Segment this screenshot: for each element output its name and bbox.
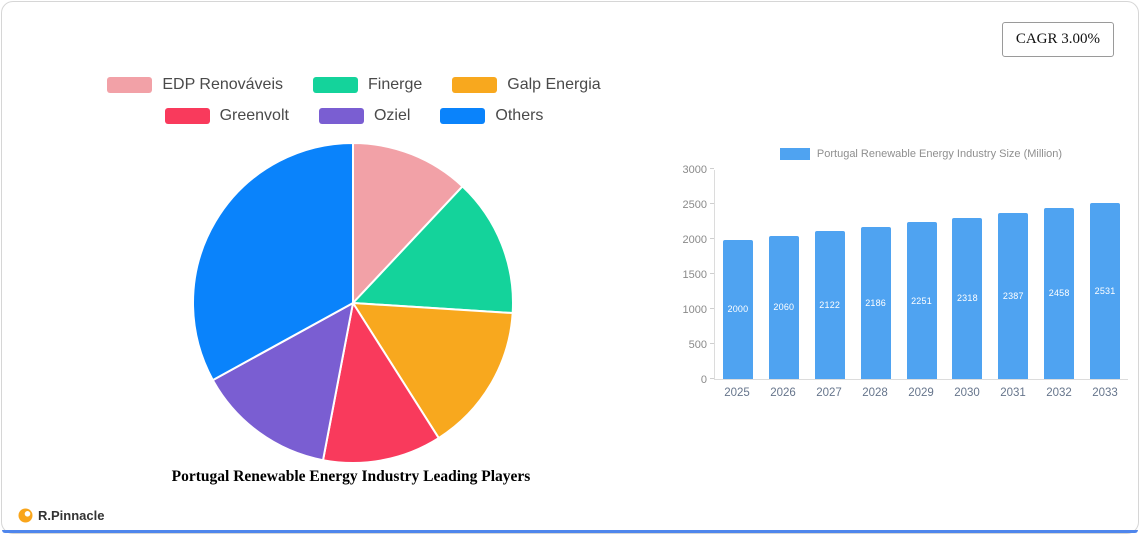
bar-value-label-2033: 2531	[1094, 285, 1116, 296]
bar-value-label-2031: 2387	[1002, 290, 1024, 301]
bar-plot-area: 0 500 1000 1500 2000 2500 3000 2000 2060 2122 2186…	[683, 164, 1128, 386]
pie-slice-finerge[interactable]	[350, 184, 514, 315]
y-axis-tick	[710, 238, 714, 239]
y-axis-label-1000: 1000	[682, 303, 707, 316]
legend-swatch-others	[440, 108, 486, 124]
bar-2028[interactable]: 2186	[860, 226, 891, 379]
cagr-badge: CAGR 3.00%	[1001, 22, 1114, 57]
y-axis-label-3000: 3000	[682, 163, 707, 176]
bar-slot-2027: 2122	[807, 170, 853, 379]
bar-value-label-2027: 2122	[819, 300, 841, 311]
bar-2032[interactable]: 2458	[1044, 207, 1075, 379]
y-axis-tick	[710, 343, 714, 344]
pie-legend: EDP Renováveis Finerge Galp Energia Greenvo…	[94, 76, 614, 138]
pie-legend-item-edp-renovaveis[interactable]: EDP Renováveis	[107, 76, 283, 94]
bar-2033[interactable]: 2531	[1090, 202, 1121, 379]
bar-2027[interactable]: 2122	[814, 231, 845, 379]
y-axis-tick	[710, 308, 714, 309]
x-axis-label-2029: 2029	[908, 387, 934, 399]
y-axis-tick	[710, 168, 714, 169]
pie-legend-item-others[interactable]: Others	[440, 107, 543, 125]
bar-slot-2031: 2387	[990, 170, 1036, 379]
pie-legend-item-greenvolt[interactable]: Greenvolt	[164, 107, 289, 125]
pie-chart	[192, 141, 514, 465]
bar-value-label-2030: 2318	[956, 293, 978, 304]
x-axis-label-2025: 2025	[724, 387, 750, 399]
y-axis-label-1500: 1500	[682, 268, 707, 281]
bar-value-label-2025: 2000	[727, 304, 749, 315]
legend-swatch-greenvolt	[164, 108, 210, 124]
legend-swatch-oziel	[318, 108, 364, 124]
y-axis-label-2500: 2500	[682, 198, 707, 211]
bar-slot-2033: 2531	[1082, 170, 1128, 379]
bar-value-label-2029: 2251	[911, 295, 932, 306]
y-axis-tick	[710, 273, 714, 274]
bar-legend-swatch	[779, 148, 810, 160]
bar-2029[interactable]: 2251	[906, 222, 937, 379]
pie-legend-item-finerge[interactable]: Finerge	[313, 76, 422, 94]
legend-swatch-finerge	[313, 77, 358, 93]
y-axis-tick	[710, 378, 714, 379]
bar-legend-label: Portugal Renewable Energy Industry Size …	[816, 148, 1063, 160]
legend-label: Galp Energia	[507, 76, 601, 93]
x-axis-label-2032: 2032	[1046, 387, 1072, 399]
legend-swatch-galp-energia	[452, 77, 498, 93]
pie-legend-item-oziel[interactable]: Oziel	[318, 107, 411, 125]
bar-value-label-2026: 2060	[773, 302, 795, 313]
pie-legend-row: Greenvolt Oziel Others	[94, 107, 614, 125]
bar-slot-2029: 2251	[899, 170, 945, 379]
bar-legend-item[interactable]: Portugal Renewable Energy Industry Size …	[714, 148, 1128, 160]
pie-slice-edp-renovaveis[interactable]	[352, 141, 464, 306]
y-axis-label-500: 500	[688, 338, 707, 351]
legend-label: Oziel	[373, 107, 411, 124]
pie-slice-galp-energia[interactable]	[351, 301, 514, 440]
pie-chart-title: Portugal Renewable Energy Industry Leadi…	[171, 468, 531, 485]
bar-slot-2028: 2186	[853, 170, 899, 379]
card-bottom-accent	[2, 530, 1138, 533]
x-axis-label-2031: 2031	[1000, 387, 1026, 399]
bar-2030[interactable]: 2318	[952, 217, 983, 379]
y-axis-label-0: 0	[700, 373, 707, 386]
pie-slice-oziel[interactable]	[211, 301, 355, 462]
brand-icon	[18, 508, 33, 523]
x-axis-label-2028: 2028	[862, 387, 888, 399]
brand-name: R.Pinnacle	[38, 508, 105, 523]
bar-2026[interactable]: 2060	[768, 235, 799, 379]
bar-slot-2032: 2458	[1036, 170, 1082, 379]
bar-value-label-2032: 2458	[1048, 288, 1070, 299]
x-axis-label-2030: 2030	[954, 387, 980, 399]
pie-legend-row: EDP Renováveis Finerge Galp Energia	[94, 76, 614, 94]
y-axis-label-2000: 2000	[682, 233, 707, 246]
legend-label: Greenvolt	[219, 107, 289, 124]
legend-label: Finerge	[368, 76, 423, 93]
legend-label: Others	[495, 107, 544, 124]
bar-2031[interactable]: 2387	[998, 212, 1029, 379]
bar-chart-section: Portugal Renewable Energy Industry Size …	[666, 148, 1128, 399]
pie-slice-greenvolt[interactable]	[321, 300, 441, 465]
pie-slice-others[interactable]	[192, 141, 354, 382]
bar-slot-2025: 2000	[715, 170, 761, 379]
bar-value-label-2028: 2186	[865, 297, 887, 308]
x-axis-labels: 2025 2026 2027 2028 2029 2030 2031 2032 2033	[714, 380, 1128, 399]
bar-slot-2030: 2318	[944, 170, 990, 379]
x-axis-label-2026: 2026	[770, 387, 796, 399]
bar-slot-2026: 2060	[761, 170, 807, 379]
x-axis-label-2027: 2027	[816, 387, 842, 399]
pie-legend-item-galp-energia[interactable]: Galp Energia	[452, 76, 601, 94]
x-axis-label-2033: 2033	[1092, 387, 1118, 399]
legend-swatch-edp-renovaveis	[107, 77, 153, 93]
brand-logo: R.Pinnacle	[18, 508, 104, 523]
y-axis-tick	[710, 203, 714, 204]
legend-label: EDP Renováveis	[162, 76, 283, 93]
bar-2025[interactable]: 2000	[722, 239, 753, 379]
